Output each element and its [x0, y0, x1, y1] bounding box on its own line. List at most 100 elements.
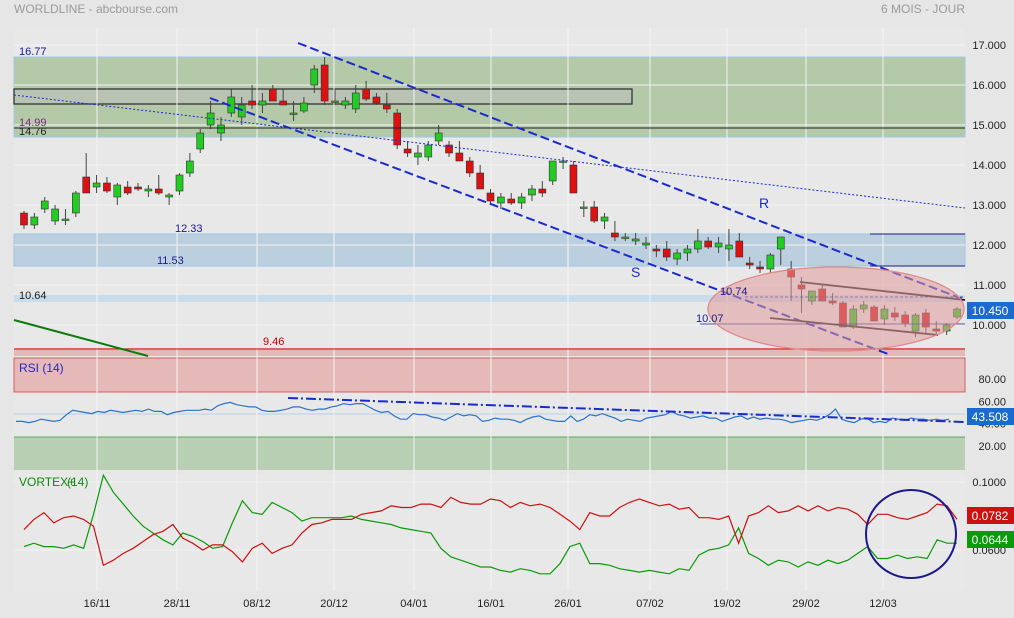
- candle-body: [30, 216, 39, 226]
- candle-body: [507, 198, 516, 204]
- vortex-layer: [23, 473, 958, 575]
- candle-body: [704, 240, 713, 248]
- price-tick-label: 11.000: [973, 280, 1006, 292]
- candle-body: [766, 254, 775, 270]
- candle-body: [652, 248, 661, 252]
- candle-body: [424, 144, 433, 158]
- level-label-1153: 11.53: [157, 255, 184, 267]
- candle-body: [300, 102, 308, 112]
- price-tick-label: 17.000: [972, 40, 1006, 52]
- candle-body: [528, 188, 536, 196]
- rsi-badge: [967, 408, 1014, 425]
- rsi-oversold-zone: [14, 437, 965, 470]
- price-tick-label: 10.000: [972, 320, 1006, 332]
- candle-body: [517, 196, 526, 204]
- candle-body: [113, 184, 122, 198]
- chart-period: 6 MOIS - JOUR: [881, 2, 965, 16]
- candle-body: [590, 206, 598, 222]
- x-tick-label: 04/01: [400, 598, 428, 610]
- candle-body: [51, 208, 59, 222]
- candle-body: [351, 92, 360, 110]
- candle-body: [579, 206, 588, 209]
- vortex-title: VORTEX+: [19, 475, 75, 489]
- level-label-1007: 10.07: [696, 313, 724, 325]
- candle-body: [362, 88, 370, 100]
- price-tick-label: 16.000: [972, 80, 1006, 92]
- candle-body: [548, 160, 557, 182]
- x-tick-label: 16/01: [477, 598, 505, 610]
- candle-body: [217, 124, 225, 134]
- candle-body: [683, 248, 692, 254]
- candle-body: [642, 242, 650, 246]
- rsi-tick-label: 60.00: [978, 396, 1006, 408]
- vortex-panel: [14, 474, 965, 590]
- low-zone: [14, 348, 965, 356]
- candle-body: [268, 88, 277, 102]
- level-label-1677: 16.77: [19, 46, 47, 58]
- x-tick-label: 20/12: [320, 598, 348, 610]
- candle-body: [186, 160, 194, 174]
- level-label-1476: 14.76: [19, 126, 47, 138]
- rsi-tick-label: 80.00: [978, 374, 1006, 386]
- candle-body: [735, 240, 744, 258]
- candle-body: [165, 194, 173, 198]
- x-tick-label: 26/01: [554, 598, 582, 610]
- vortex-plus-badge: [967, 531, 1014, 548]
- x-tick-label: 29/02: [792, 598, 820, 610]
- vortex-highlight-circle: [865, 489, 957, 579]
- rsi-layer: [16, 401, 950, 424]
- candle-body: [455, 152, 464, 162]
- vortex-minus-line: [23, 496, 958, 567]
- candle-body: [445, 144, 453, 154]
- rsi-trendline: [287, 397, 966, 423]
- level-label-1499: 14.99: [19, 117, 47, 129]
- rsi-overbought-zone: [13, 357, 966, 393]
- candle-body: [725, 244, 733, 250]
- candle-body: [745, 262, 754, 266]
- candle-body: [310, 68, 319, 86]
- vortex-plus-line: [23, 473, 957, 575]
- vortex-title-period: (14): [67, 475, 88, 489]
- level-label-1064: 10.64: [19, 290, 47, 302]
- price-tick-label: 14.000: [972, 160, 1006, 172]
- candle-body: [279, 100, 287, 106]
- candle-body: [486, 192, 495, 202]
- candle-body: [569, 164, 578, 194]
- vortex-minus-badge-text: 0.0782: [972, 509, 1009, 523]
- x-tick-label: 28/11: [164, 598, 191, 610]
- candle-body: [289, 112, 298, 115]
- trendline-green: [13, 319, 149, 357]
- price-badge-text: 10.450: [972, 304, 1009, 318]
- x-tick-label: 07/02: [636, 598, 664, 610]
- candle-body: [196, 132, 205, 150]
- candle-body: [673, 252, 681, 260]
- vortex-minus-badge: [967, 507, 1014, 524]
- rsi-tick-label: 20.00: [978, 441, 1006, 453]
- candle-body: [476, 172, 484, 190]
- annotation-s: S: [631, 264, 640, 280]
- candle-body: [372, 96, 381, 104]
- candle-body: [72, 192, 80, 214]
- candle-body: [320, 64, 329, 102]
- candle-body: [714, 242, 723, 248]
- candle-body: [144, 188, 153, 192]
- price-badge: [967, 302, 1014, 319]
- trendline-resistance: [297, 42, 966, 301]
- vortex-tick-label: 0.1000: [972, 477, 1006, 489]
- x-tick-label: 12/03: [869, 598, 897, 610]
- candle-body: [103, 182, 111, 192]
- candle-body: [538, 188, 547, 194]
- candle-body: [154, 188, 163, 194]
- candle-body: [559, 160, 567, 163]
- price-tick-label: 12.000: [972, 240, 1006, 252]
- candle-body: [694, 240, 702, 250]
- level-band-1064: [14, 295, 965, 302]
- candle-body: [434, 132, 443, 142]
- candle-body: [61, 218, 70, 221]
- candle-body: [134, 186, 142, 190]
- highlight-ellipse: [707, 266, 965, 352]
- candle-body: [92, 182, 101, 188]
- candle-body: [403, 148, 412, 154]
- candle-body: [82, 176, 90, 194]
